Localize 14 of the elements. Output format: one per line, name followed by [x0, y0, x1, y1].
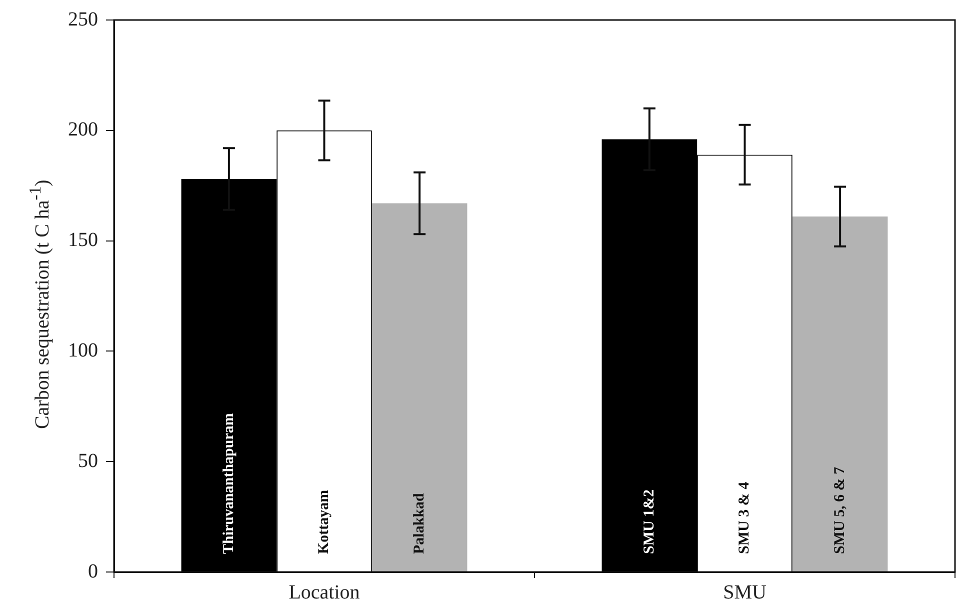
y-tick-label: 200 [68, 118, 98, 141]
annotation: Kottayam [316, 489, 332, 554]
y-tick-label: 100 [68, 339, 98, 362]
y-tick-label: 50 [78, 450, 98, 472]
annotation: SMU 5, 6 & 7 [832, 466, 848, 554]
y-tick-label: 0 [88, 560, 98, 582]
x-tick-label: SMU [723, 581, 767, 604]
annotation: SMU 3 & 4 [736, 481, 753, 554]
x-tick-label: Location [288, 581, 360, 604]
annotation: Palakkad [411, 492, 428, 554]
annotation: SMU 1&2 [641, 489, 658, 554]
annotation: Thiruvananthapuram [220, 412, 237, 554]
y-tick-label: 150 [68, 229, 98, 252]
y-tick-label: 250 [68, 8, 98, 30]
